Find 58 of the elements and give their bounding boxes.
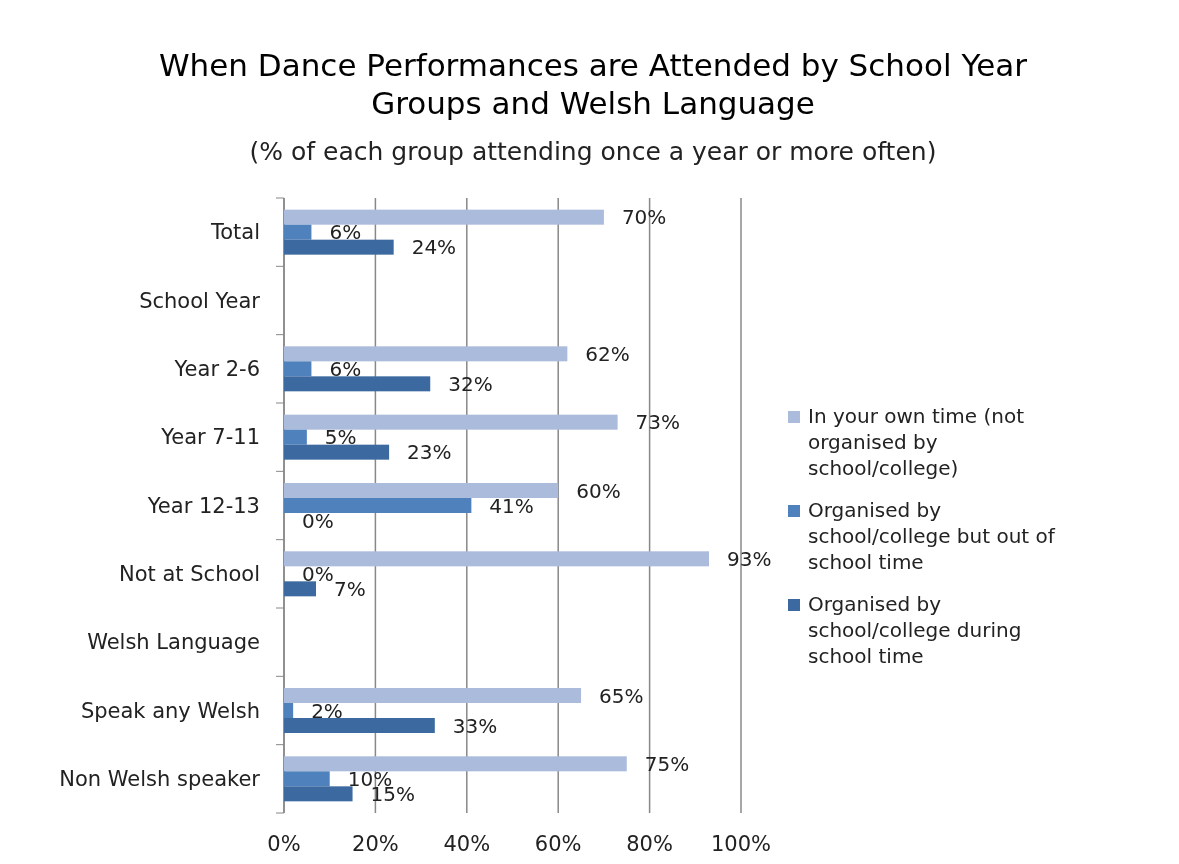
data-label: 41% bbox=[489, 493, 534, 518]
data-label: 6% bbox=[329, 220, 362, 245]
data-label: 0% bbox=[302, 561, 334, 586]
data-label: 93% bbox=[727, 546, 772, 571]
data-label: 0% bbox=[302, 508, 334, 533]
data-label: 7% bbox=[333, 576, 366, 601]
legend-label: In your own time (not organised by school/college) bbox=[808, 404, 1025, 480]
bar bbox=[284, 718, 435, 733]
y-tick-label: Not at School bbox=[119, 561, 260, 586]
bar bbox=[284, 361, 312, 377]
chart-title: When Dance Performances are Attended by School Year Groups and Welsh Language bbox=[158, 47, 1028, 121]
legend-label: Organised by school/college but out of school time bbox=[808, 498, 1056, 574]
bar bbox=[284, 581, 316, 597]
x-tick-label: 0% bbox=[267, 832, 301, 856]
bar bbox=[284, 414, 618, 430]
data-label: 33% bbox=[452, 713, 498, 738]
data-label: 5% bbox=[324, 425, 357, 450]
data-label: 23% bbox=[407, 440, 452, 465]
x-tick-label: 100% bbox=[710, 832, 772, 856]
data-label: 65% bbox=[599, 683, 644, 708]
data-label: 24% bbox=[411, 235, 457, 260]
bar bbox=[284, 688, 582, 703]
data-label: 70% bbox=[621, 205, 667, 230]
bar bbox=[284, 483, 559, 498]
y-tick-label: Non Welsh speaker bbox=[59, 766, 261, 791]
bar bbox=[284, 551, 710, 567]
data-label: 60% bbox=[576, 478, 621, 503]
data-label: 32% bbox=[448, 371, 493, 396]
bar bbox=[284, 224, 312, 240]
x-tick-label: 80% bbox=[626, 832, 673, 856]
bar bbox=[284, 429, 307, 445]
x-tick-label: 60% bbox=[534, 832, 582, 856]
legend-label: Organised by school/college during school time bbox=[808, 592, 1022, 668]
bar bbox=[284, 498, 472, 513]
bar bbox=[284, 786, 353, 802]
chart-subtitle: (% of each group attending once a year or more often) bbox=[249, 137, 937, 166]
x-tick-label: 20% bbox=[352, 832, 399, 856]
bar bbox=[284, 444, 390, 460]
bar bbox=[284, 239, 394, 255]
y-tick-label: Year 12-13 bbox=[146, 493, 260, 518]
bar bbox=[284, 771, 330, 787]
y-tick-label: Total bbox=[209, 220, 260, 245]
bar bbox=[284, 756, 627, 772]
bar bbox=[284, 703, 294, 718]
data-label: 2% bbox=[311, 698, 343, 723]
data-label: 73% bbox=[635, 410, 681, 435]
data-label: 75% bbox=[644, 751, 690, 776]
y-tick-label: School Year bbox=[139, 288, 261, 313]
y-tick-label: Year 7-11 bbox=[160, 425, 260, 450]
bar bbox=[284, 209, 604, 225]
data-label: 6% bbox=[329, 356, 362, 381]
y-tick-label: Year 2-6 bbox=[173, 356, 260, 381]
x-tick-label: 40% bbox=[443, 832, 491, 856]
y-tick-label: Welsh Language bbox=[87, 630, 260, 655]
bar bbox=[284, 346, 568, 362]
data-label: 62% bbox=[585, 341, 630, 366]
bar bbox=[284, 376, 431, 392]
y-tick-label: Speak any Welsh bbox=[80, 698, 260, 723]
